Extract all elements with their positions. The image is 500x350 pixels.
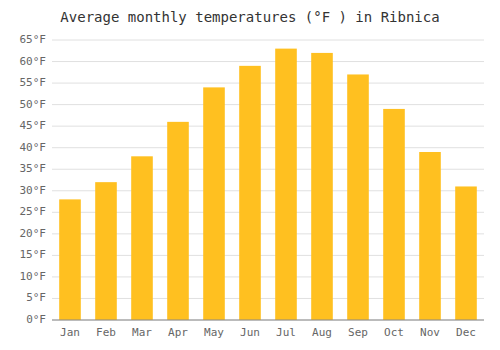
y-tick-label: 65°F	[20, 33, 47, 46]
y-tick-label: 40°F	[20, 141, 47, 154]
x-tick-label: Jan	[60, 326, 80, 339]
x-tick-label: Dec	[456, 326, 476, 339]
bar	[383, 109, 405, 320]
y-tick-label: 20°F	[20, 227, 47, 240]
bar	[275, 49, 297, 320]
page: {"chart_data": {"type": "bar", "title": …	[0, 0, 500, 350]
chart: 0°F 5°F 10°F 15°F 20°F 25°F 30°F 35°F 40°F 45°F 50…	[0, 0, 500, 350]
y-tick-label: 50°F	[20, 98, 47, 111]
x-tick-label: Sep	[348, 326, 368, 339]
y-grid	[52, 40, 484, 320]
y-tick-label: 55°F	[20, 76, 47, 89]
x-tick-labels: Jan Feb Mar Apr May Jun Jul Aug Sep Oct Nov Dec	[60, 326, 476, 339]
grid-line	[52, 61, 484, 62]
y-tick-label: 60°F	[20, 55, 47, 68]
bar	[419, 152, 441, 320]
bar	[203, 87, 225, 320]
y-tick-label: 0°F	[26, 313, 46, 326]
bars	[59, 49, 477, 320]
y-tick-label: 10°F	[20, 270, 47, 283]
bar	[455, 186, 477, 320]
x-tick-label: Aug	[312, 326, 332, 339]
y-tick-label: 25°F	[20, 205, 47, 218]
title: Average monthly temperatures (°F ) in Ri…	[60, 9, 439, 25]
x-tick-label: Jun	[240, 326, 260, 339]
x-axis-line	[52, 320, 484, 321]
y-tick-label: 35°F	[20, 162, 47, 175]
y-tick-labels: 0°F 5°F 10°F 15°F 20°F 25°F 30°F 35°F 40°F 45°F 50…	[20, 33, 47, 326]
grid-line	[52, 40, 484, 41]
x-tick-label: Jul	[276, 326, 296, 339]
x-tick-label: Apr	[168, 326, 188, 339]
bar	[311, 53, 333, 320]
bar	[95, 182, 117, 320]
x-tick-label: May	[204, 326, 224, 339]
x-tick-label: Mar	[132, 326, 152, 339]
grid-line	[52, 126, 484, 127]
bar	[239, 66, 261, 320]
bar	[131, 156, 153, 320]
y-tick-label: 45°F	[20, 119, 47, 132]
y-tick-label: 30°F	[20, 184, 47, 197]
x-tick-label: Feb	[96, 326, 116, 339]
x-tick-label: Nov	[420, 326, 440, 339]
grid-line	[52, 147, 484, 148]
bar	[167, 122, 189, 320]
grid-line	[52, 104, 484, 105]
bar	[59, 199, 81, 320]
grid-line	[52, 83, 484, 84]
background	[0, 0, 500, 350]
bar	[347, 74, 369, 320]
grid-line	[52, 320, 484, 321]
x-tick-label: Oct	[384, 326, 404, 339]
y-tick-label: 5°F	[26, 291, 46, 304]
y-tick-label: 15°F	[20, 248, 47, 261]
